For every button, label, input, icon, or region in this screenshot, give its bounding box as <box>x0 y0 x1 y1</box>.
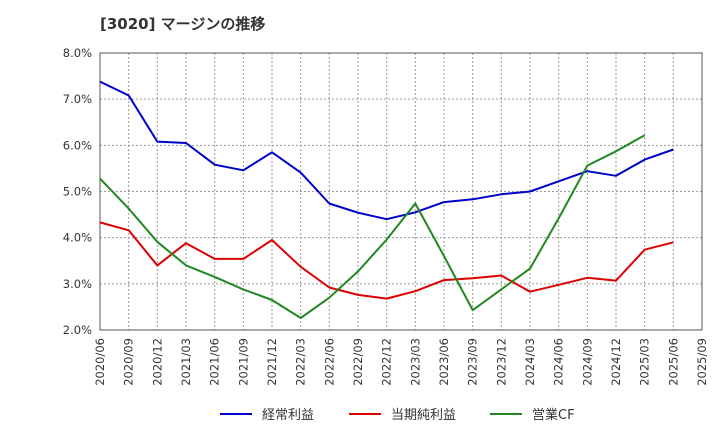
series-lines <box>99 80 674 319</box>
x-tick-label: 2023/03 <box>408 338 422 386</box>
x-tick-label: 2021/09 <box>236 338 250 386</box>
x-tick-label: 2025/09 <box>695 338 709 386</box>
x-tick-label: 2022/09 <box>351 338 365 386</box>
legend-label: 当期純利益 <box>391 408 456 423</box>
x-tick-label: 2020/06 <box>93 338 107 386</box>
legend: 経常利益 当期純利益 営業CF <box>220 407 575 423</box>
series-line <box>99 134 646 319</box>
plot-area-frame <box>99 52 703 331</box>
x-axis: 2020/06 2020/09 2020/12 2021/03 2021/06 2021/… <box>93 338 709 386</box>
x-tick-label: 2025/06 <box>666 338 680 386</box>
x-tick-label: 2024/09 <box>580 338 594 386</box>
legend-label: 経常利益 <box>262 408 314 423</box>
y-tick-label: 2.0% <box>63 323 92 337</box>
x-tick-label: 2020/12 <box>150 338 164 386</box>
x-tick-label: 2023/09 <box>466 338 480 386</box>
y-axis: 2.0% 3.0% 4.0% 5.0% 6.0% 7.0% 8.0% <box>63 46 92 337</box>
y-tick-label: 6.0% <box>63 138 92 152</box>
x-tick-label: 2022/12 <box>380 338 394 386</box>
x-tick-label: 2021/06 <box>208 338 222 386</box>
series-line <box>99 221 674 300</box>
y-tick-label: 4.0% <box>63 231 92 245</box>
y-tick-label: 8.0% <box>63 46 92 60</box>
x-tick-label: 2024/03 <box>523 338 537 386</box>
x-tick-label: 2023/12 <box>494 338 508 386</box>
x-tick-label: 2021/12 <box>265 338 279 386</box>
x-tick-label: 2025/03 <box>638 338 652 386</box>
x-tick-label: 2024/12 <box>609 338 623 386</box>
y-tick-label: 5.0% <box>63 185 92 199</box>
y-tick-label: 7.0% <box>63 92 92 106</box>
x-tick-label: 2022/06 <box>322 338 336 386</box>
chart-title: [3020] マージンの推移 <box>100 15 266 33</box>
x-tick-label: 2020/09 <box>122 338 136 386</box>
x-tick-label: 2021/03 <box>179 338 193 386</box>
y-tick-label: 3.0% <box>63 277 92 291</box>
x-tick-label: 2023/06 <box>437 338 451 386</box>
legend-label: 営業CF <box>532 407 575 423</box>
series-line <box>99 80 674 221</box>
grid <box>100 53 702 330</box>
x-tick-label: 2024/06 <box>552 338 566 386</box>
x-tick-label: 2022/03 <box>294 338 308 386</box>
